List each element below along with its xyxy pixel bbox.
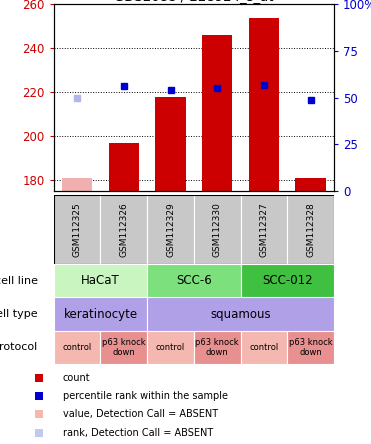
Text: value, Detection Call = ABSENT: value, Detection Call = ABSENT xyxy=(63,408,218,419)
Bar xyxy=(147,331,194,364)
Text: p63 knock
down: p63 knock down xyxy=(289,338,332,357)
Text: cell type: cell type xyxy=(0,309,38,319)
Bar xyxy=(295,178,326,191)
Bar xyxy=(155,97,186,191)
Text: control: control xyxy=(62,343,92,352)
Text: GSM112329: GSM112329 xyxy=(166,202,175,257)
Text: protocol: protocol xyxy=(0,342,38,353)
Bar xyxy=(240,264,334,297)
Bar xyxy=(202,35,232,191)
Text: GSM112327: GSM112327 xyxy=(259,202,268,257)
Bar xyxy=(54,297,147,331)
Text: keratinocyte: keratinocyte xyxy=(63,308,138,321)
Text: SCC-6: SCC-6 xyxy=(176,274,212,287)
Text: percentile rank within the sample: percentile rank within the sample xyxy=(63,391,228,401)
Bar xyxy=(54,264,147,297)
Text: GSM112330: GSM112330 xyxy=(213,202,222,257)
Bar xyxy=(109,143,139,191)
Bar xyxy=(147,297,334,331)
Bar xyxy=(101,331,147,364)
Bar xyxy=(62,178,92,191)
Bar xyxy=(194,331,240,364)
Bar xyxy=(54,331,101,364)
Bar xyxy=(54,195,101,264)
Text: GSM112325: GSM112325 xyxy=(73,202,82,257)
Text: count: count xyxy=(63,373,91,384)
Bar xyxy=(194,195,240,264)
Title: GDS2088 / 228924_s_at: GDS2088 / 228924_s_at xyxy=(114,0,273,3)
Text: SCC-012: SCC-012 xyxy=(262,274,312,287)
Text: control: control xyxy=(249,343,279,352)
Bar xyxy=(287,331,334,364)
Text: p63 knock
down: p63 knock down xyxy=(196,338,239,357)
Bar xyxy=(147,195,194,264)
Bar xyxy=(101,195,147,264)
Text: rank, Detection Call = ABSENT: rank, Detection Call = ABSENT xyxy=(63,428,213,438)
Text: p63 knock
down: p63 knock down xyxy=(102,338,146,357)
Bar xyxy=(287,195,334,264)
Text: control: control xyxy=(156,343,185,352)
Text: squamous: squamous xyxy=(210,308,271,321)
Bar xyxy=(147,264,240,297)
Text: HaCaT: HaCaT xyxy=(81,274,120,287)
Bar xyxy=(240,331,287,364)
Bar xyxy=(240,195,287,264)
Bar xyxy=(249,18,279,191)
Text: cell line: cell line xyxy=(0,276,38,286)
Text: GSM112326: GSM112326 xyxy=(119,202,128,257)
Text: GSM112328: GSM112328 xyxy=(306,202,315,257)
